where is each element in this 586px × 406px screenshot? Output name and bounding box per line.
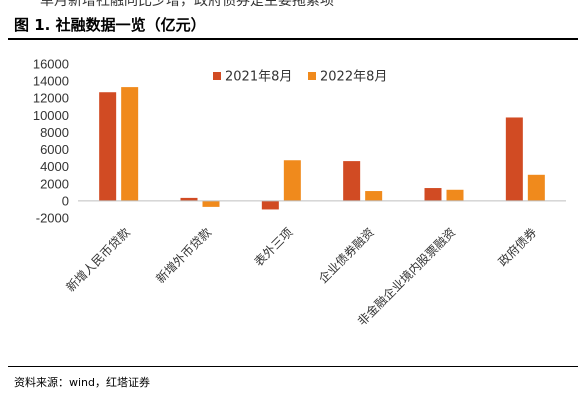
source-note: 资料来源：wind，红塔证券: [14, 376, 151, 389]
bar-2022-5: [527, 174, 545, 201]
y-tick-label: 2000: [40, 176, 69, 191]
y-tick-label: 8000: [40, 125, 69, 140]
y-tick-label: -2000: [36, 211, 69, 226]
bars: [99, 87, 545, 210]
bar-2022-0: [121, 87, 139, 201]
x-tick-label: 表外三项: [252, 225, 296, 269]
bar-2022-4: [446, 189, 464, 201]
legend-swatch: [308, 72, 316, 80]
bar-2021-1: [180, 197, 198, 201]
y-tick-label: 12000: [33, 91, 69, 106]
y-tick-label: 0: [62, 193, 69, 208]
bar-2022-3: [365, 191, 383, 201]
x-tick-label: 政府债券: [495, 225, 540, 270]
bar-2021-2: [261, 200, 279, 210]
bar-2021-4: [424, 188, 442, 201]
footer-divider: [8, 366, 578, 367]
y-tick-label: 6000: [40, 142, 69, 157]
y-tick-label: 14000: [33, 74, 69, 89]
legend-swatch: [213, 72, 221, 80]
legend: 2021年8月 2022年8月: [213, 70, 387, 85]
figure-title: 图 1. 社融数据一览（亿元）: [14, 16, 206, 34]
x-tick-label: 企业债券融资: [315, 225, 377, 287]
title-divider: [8, 38, 578, 40]
x-tick-label: 新增外币贷款: [153, 225, 215, 287]
y-axis: -2000 0 2000 4000 6000 8000 10000 12000 14000 160…: [33, 57, 69, 226]
legend-label: 2021年8月: [225, 70, 292, 85]
x-tick-label: 新增人民币贷款: [63, 225, 133, 295]
y-tick-label: 16000: [33, 57, 69, 72]
bar-2021-3: [343, 161, 361, 201]
y-tick-label: 10000: [33, 108, 69, 123]
cut-off-text: 单月新增社融同比少增，政府债券是主要拖累项: [40, 0, 334, 8]
legend-label: 2022年8月: [320, 70, 387, 85]
bar-2022-1: [202, 200, 220, 207]
bar-2021-5: [505, 117, 523, 201]
bar-2022-2: [283, 160, 301, 201]
y-tick-label: 4000: [40, 159, 69, 174]
bar-2021-0: [99, 92, 117, 201]
